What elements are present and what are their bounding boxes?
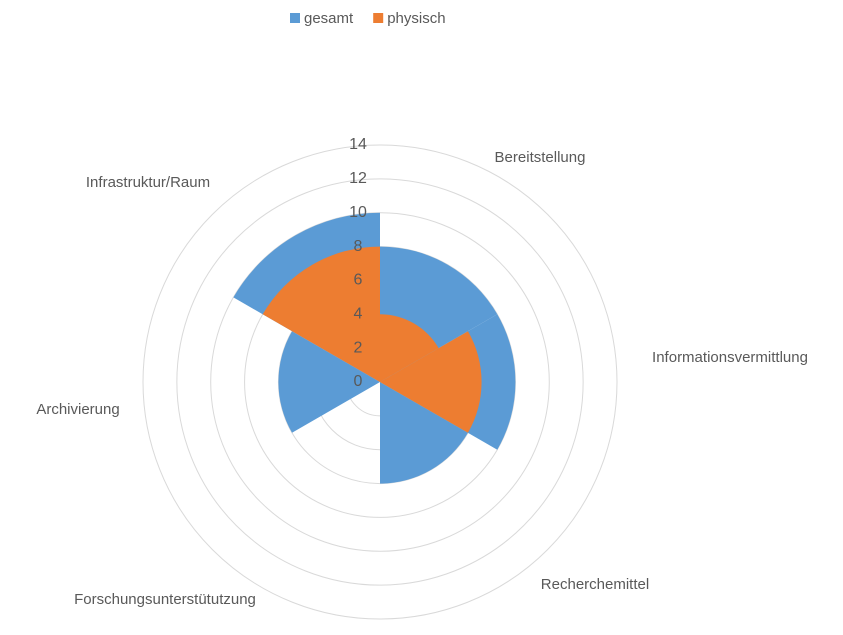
category-label: Forschungsunterstütutzung (74, 591, 256, 608)
category-label: Infrastruktur/Raum (86, 174, 210, 191)
legend-swatch (373, 13, 384, 23)
r-tick-label: 2 (354, 339, 363, 356)
sector (262, 246, 380, 382)
legend-swatch (290, 13, 300, 23)
sector (278, 331, 380, 433)
legend-label: gesamt (304, 10, 354, 27)
r-tick-label: 0 (354, 373, 363, 390)
category-label: Bereitstellung (495, 149, 586, 166)
category-label: Informationsvermittlung (652, 349, 808, 366)
sector (380, 314, 439, 382)
sector (380, 331, 482, 433)
sector (380, 382, 468, 484)
r-tick-label: 12 (349, 170, 367, 187)
r-tick-label: 8 (354, 238, 363, 255)
grid-circle (142, 144, 618, 620)
legend-label: physisch (387, 10, 445, 27)
grid-circle (176, 178, 584, 586)
r-tick-label: 6 (354, 272, 363, 289)
r-tick-label: 10 (349, 204, 367, 221)
r-tick-label: 4 (354, 306, 363, 323)
category-label: Recherchemittel (541, 576, 649, 593)
category-label: Archivierung (36, 401, 119, 418)
r-tick-label: 14 (349, 136, 367, 153)
